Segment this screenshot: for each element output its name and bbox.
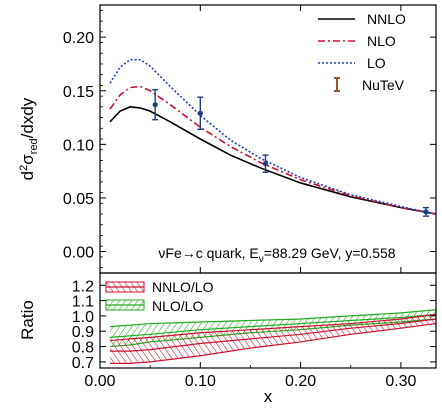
- legend-label-nlo: NLO: [367, 33, 396, 49]
- legend-item-nlo: NLO: [318, 33, 396, 49]
- ratio-band-nnlo-lo: [109, 313, 436, 364]
- legend-item-lo: LO: [318, 55, 386, 71]
- bottom-y-tick-label: 1.0: [72, 309, 94, 326]
- bottom-y-tick-label: 0.8: [72, 340, 94, 357]
- top-y-axis: 0.00 0.05 0.10 0.15 0.20: [63, 9, 436, 269]
- bottom-y-axis-label: Ratio: [18, 300, 37, 340]
- top-x-ticks: [99, 5, 402, 273]
- nutev-errorbar-icon: [334, 77, 340, 92]
- ratio-bands: [109, 309, 436, 364]
- bottom-panel: 0.70.80.91.01.11.2 0.00 0.10 0.20 0.30 Rati…: [18, 272, 437, 406]
- bottom-y-tick-label: 1.2: [72, 278, 94, 295]
- nutev-data-points: [152, 88, 429, 217]
- bottom-y-tick-label: 0.9: [72, 324, 94, 341]
- bottom-y-axis: 0.70.80.91.01.11.2: [72, 278, 436, 372]
- nutev-point: [197, 96, 204, 131]
- bottom-legend: NNLO/LO NLO/LO: [105, 279, 214, 314]
- top-legend: NNLO NLO LO NuTeV: [318, 11, 406, 93]
- nutev-point: [262, 154, 269, 173]
- bottom-y-tick-label: 0.7: [72, 355, 94, 372]
- series-line-nnlo: [109, 106, 436, 215]
- legend-label-nnlo-lo: NNLO/LO: [152, 279, 214, 295]
- top-y-tick-label: 0.05: [63, 191, 94, 208]
- top-series-lines: [109, 58, 436, 215]
- top-panel: 0.00 0.05 0.10 0.15 0.20 d2σred/dxdy νFe→c q…: [18, 4, 437, 274]
- legend-label-nutev: NuTeV: [362, 77, 405, 93]
- top-y-tick-label: 0.20: [63, 30, 94, 47]
- legend-label-lo: LO: [367, 55, 386, 71]
- bottom-x-tick-label: 0.00: [84, 373, 115, 390]
- legend-item-nnlo-lo: NNLO/LO: [105, 279, 214, 295]
- legend-label-nnlo: NNLO: [367, 11, 406, 27]
- x-axis-label: x: [264, 387, 273, 406]
- top-y-axis-label: d2σred/dxdy: [18, 97, 40, 180]
- bottom-x-tick-label: 0.30: [385, 373, 416, 390]
- nutev-point: [422, 206, 429, 217]
- legend-label-nlo-lo: NLO/LO: [152, 298, 203, 314]
- bottom-x-axis: 0.00 0.10 0.20 0.30: [84, 362, 417, 390]
- bottom-x-tick-label: 0.20: [285, 373, 316, 390]
- top-y-tick-label: 0.15: [63, 84, 94, 101]
- legend-item-nutev: NuTeV: [334, 77, 405, 93]
- nutev-point: [152, 88, 159, 121]
- top-y-tick-label: 0.00: [63, 245, 94, 262]
- bottom-x-tick-label: 0.10: [185, 373, 216, 390]
- process-annotation: νFe→c quark, Eν=88.29 GeV, y=0.558: [158, 245, 395, 265]
- top-y-tick-label: 0.10: [63, 137, 94, 154]
- bottom-plot-frame: [99, 272, 437, 369]
- series-line-nlo: [109, 85, 436, 215]
- legend-item-nlo-lo: NLO/LO: [105, 298, 203, 314]
- legend-item-nnlo: NNLO: [318, 11, 406, 27]
- bottom-y-tick-label: 1.1: [72, 294, 94, 311]
